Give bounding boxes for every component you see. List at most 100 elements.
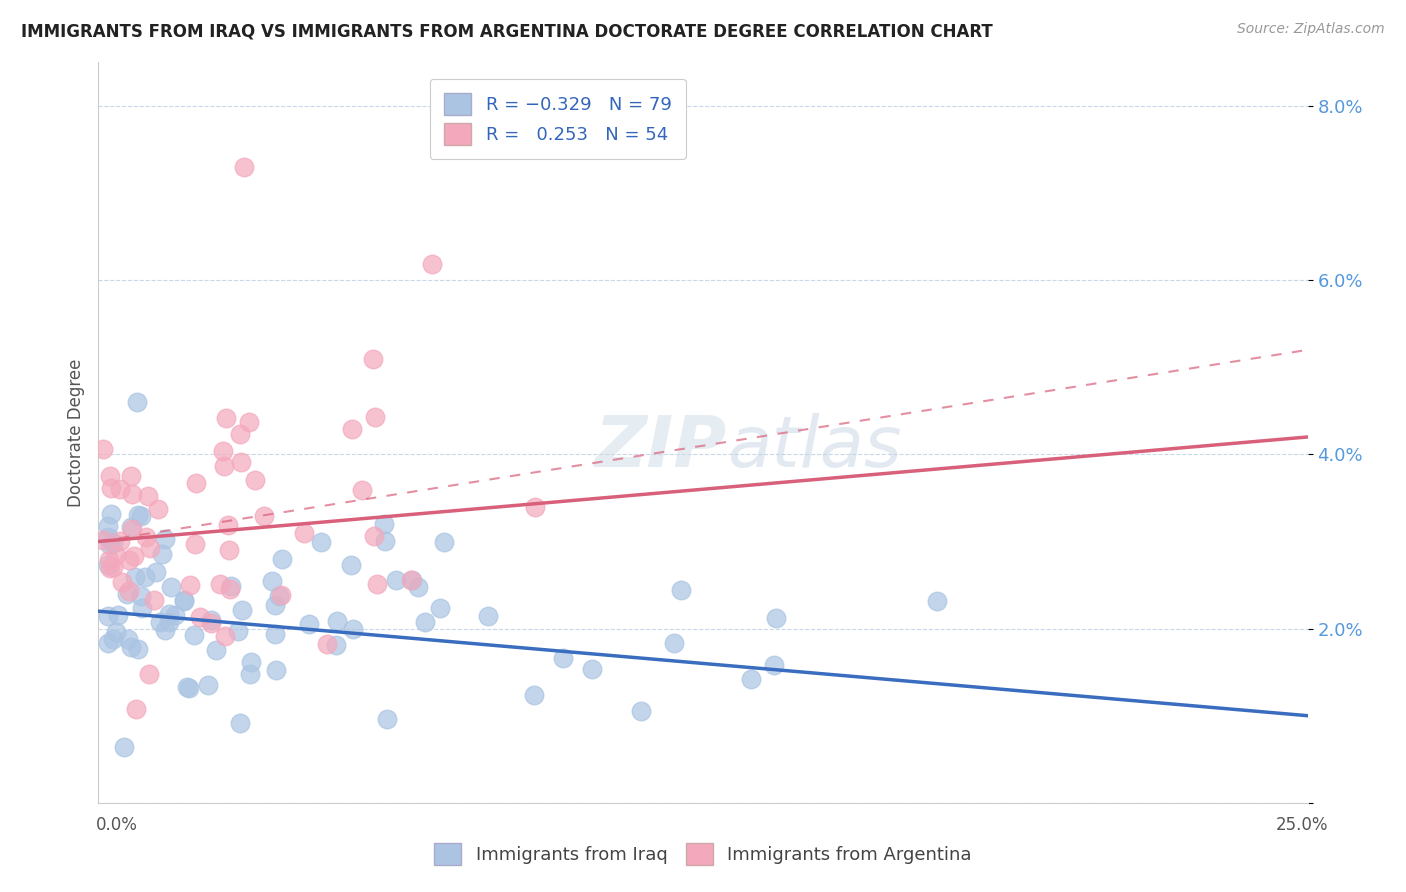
Point [212, 458, 235, 473]
Point [763, 657, 786, 672]
Point [208, 576, 231, 591]
Point [340, 422, 363, 436]
Point [120, 640, 142, 654]
Text: 25.0%: 25.0% [1277, 816, 1329, 834]
Point [311, 535, 333, 549]
Point [100, 481, 122, 495]
Point [231, 603, 253, 617]
Point [127, 641, 149, 656]
Point [219, 582, 242, 596]
Point [163, 607, 186, 622]
Point [138, 489, 160, 503]
Point [197, 678, 219, 692]
Point [120, 520, 142, 534]
Point [477, 609, 499, 624]
Point [98, 538, 121, 552]
Point [153, 532, 176, 546]
Point [229, 455, 252, 469]
Point [214, 629, 236, 643]
Point [103, 632, 125, 647]
Point [399, 573, 422, 587]
Point [108, 533, 131, 548]
Point [340, 558, 363, 573]
Point [110, 575, 132, 590]
Text: ZIP: ZIP [595, 413, 727, 482]
Point [263, 598, 285, 612]
Point [97, 530, 120, 544]
Point [127, 394, 149, 409]
Text: Source: ZipAtlas.com: Source: ZipAtlas.com [1237, 22, 1385, 37]
Point [146, 501, 169, 516]
Point [226, 624, 249, 639]
Point [176, 680, 198, 694]
Point [215, 411, 238, 425]
Point [117, 632, 139, 647]
Point [316, 637, 339, 651]
Point [108, 482, 131, 496]
Point [121, 523, 143, 537]
Point [124, 570, 146, 584]
Point [270, 552, 292, 566]
Point [118, 583, 141, 598]
Point [97, 636, 120, 650]
Point [925, 594, 948, 608]
Point [105, 548, 128, 562]
Point [131, 601, 153, 615]
Point [229, 716, 252, 731]
Point [157, 615, 180, 629]
Point [765, 611, 787, 625]
Point [173, 593, 195, 607]
Point [229, 427, 252, 442]
Point [269, 589, 291, 603]
Point [217, 517, 239, 532]
Point [238, 415, 260, 429]
Point [429, 601, 451, 615]
Point [98, 553, 121, 567]
Text: atlas: atlas [727, 413, 901, 482]
Point [551, 650, 574, 665]
Point [401, 574, 423, 588]
Point [669, 583, 692, 598]
Point [173, 594, 195, 608]
Point [375, 712, 398, 726]
Point [139, 541, 162, 555]
Point [524, 500, 547, 514]
Point [219, 579, 242, 593]
Y-axis label: Doctorate Degree: Doctorate Degree [66, 359, 84, 507]
Point [91, 442, 114, 457]
Legend: Immigrants from Iraq, Immigrants from Argentina: Immigrants from Iraq, Immigrants from Ar… [425, 834, 981, 874]
Point [127, 508, 149, 522]
Point [260, 574, 283, 589]
Point [205, 642, 228, 657]
Point [415, 615, 437, 629]
Point [264, 664, 287, 678]
Point [433, 535, 456, 549]
Point [121, 487, 143, 501]
Point [101, 559, 124, 574]
Point [352, 483, 374, 497]
Point [129, 589, 152, 603]
Point [366, 577, 388, 591]
Point [363, 351, 385, 366]
Point [179, 681, 201, 696]
Point [149, 615, 172, 630]
Point [270, 588, 292, 602]
Point [97, 558, 120, 573]
Point [105, 624, 128, 639]
Point [97, 519, 120, 533]
Point [100, 507, 122, 521]
Point [264, 627, 287, 641]
Point [188, 610, 211, 624]
Point [420, 257, 443, 271]
Point [292, 525, 315, 540]
Point [118, 552, 141, 566]
Point [374, 534, 396, 549]
Text: 0.0%: 0.0% [96, 816, 138, 834]
Point [129, 509, 152, 524]
Point [98, 560, 121, 574]
Point [135, 530, 157, 544]
Point [103, 536, 125, 550]
Point [581, 662, 603, 676]
Legend: R = −0.329   N = 79, R =   0.253   N = 54: R = −0.329 N = 79, R = 0.253 N = 54 [430, 78, 686, 159]
Point [239, 667, 262, 681]
